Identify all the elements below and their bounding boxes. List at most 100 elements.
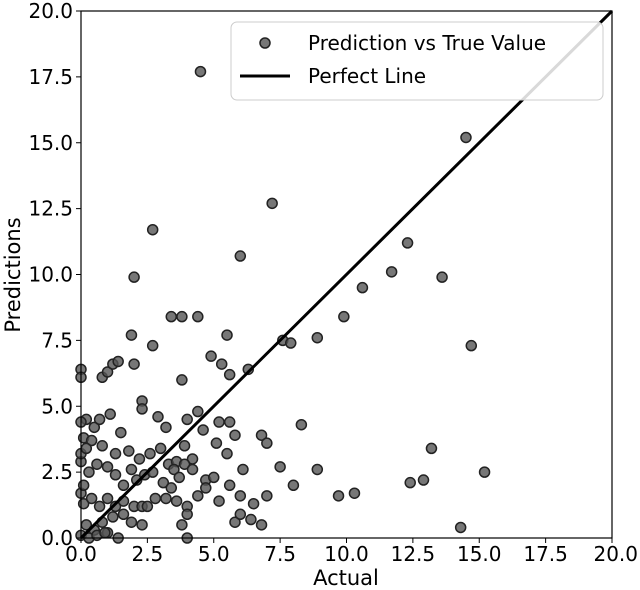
scatter-point — [460, 131, 472, 144]
scatter-point — [229, 516, 241, 528]
scatter-point — [234, 490, 247, 502]
scatter-point — [194, 65, 207, 78]
scatter-point — [101, 492, 114, 505]
x-tick-label: 15.0 — [457, 542, 502, 566]
scatter-point — [144, 447, 156, 460]
y-axis-label: Predictions — [1, 217, 25, 332]
scatter-point — [165, 482, 178, 494]
scatter-point — [104, 408, 116, 420]
y-tick-label: 15.0 — [28, 131, 73, 155]
scatter-point — [101, 366, 114, 378]
scatter-point — [131, 474, 143, 486]
scatter-point — [77, 479, 90, 492]
scatter-point — [261, 490, 273, 502]
scatter-point — [93, 500, 106, 513]
scatter-point — [287, 479, 300, 492]
scatter-point — [255, 519, 268, 531]
x-tick-label: 5.0 — [198, 542, 230, 566]
scatter-point — [234, 508, 247, 521]
scatter-point — [454, 521, 467, 534]
legend-marker-scatter — [259, 37, 271, 49]
scatter-point — [242, 363, 255, 376]
scatter-point — [80, 442, 93, 455]
y-tick-label: 10.0 — [28, 263, 73, 287]
scatter-point — [385, 266, 398, 278]
scatter-point — [295, 418, 308, 431]
scatter-point — [210, 437, 223, 449]
scatter-point — [192, 490, 204, 502]
scatter-point — [338, 310, 350, 323]
y-axis-ticks: 0.0 2.5 5.0 7.5 10.0 12.5 15.0 17.5 20.0 — [28, 0, 81, 550]
scatter-point — [160, 492, 172, 505]
scatter-point — [101, 461, 114, 473]
scatter-point — [425, 442, 438, 455]
scatter-point — [181, 413, 193, 426]
scatter-point — [401, 237, 414, 249]
scatter-point — [149, 492, 162, 505]
scatter-point — [107, 511, 119, 523]
scatter-point — [133, 453, 146, 465]
scatter-point — [154, 442, 167, 455]
scatter-point — [93, 413, 106, 426]
y-tick-label: 17.5 — [28, 65, 73, 89]
y-tick-label: 0.0 — [41, 526, 73, 550]
scatter-point — [223, 368, 236, 381]
y-tick-label: 20.0 — [28, 0, 73, 23]
y-tick-label: 5.0 — [41, 394, 73, 418]
scatter-point — [128, 358, 140, 370]
scatter-point — [478, 466, 491, 478]
scatter-point — [311, 463, 324, 476]
scatter-point — [173, 471, 185, 484]
scatter-point — [237, 463, 249, 476]
scatter-point — [117, 508, 130, 521]
scatter-point — [465, 339, 478, 352]
scatter-point — [117, 479, 130, 492]
scatter-point — [255, 429, 268, 441]
scatter-point — [109, 500, 122, 513]
scatter-point — [205, 350, 217, 362]
scatter-point — [215, 358, 228, 370]
scatter-point — [109, 469, 122, 481]
scatter-point — [125, 463, 138, 476]
scatter-point — [261, 437, 273, 449]
scatter-point — [146, 339, 159, 352]
scatter-point — [223, 479, 236, 492]
scatter-point — [332, 490, 345, 502]
scatter-point — [208, 471, 220, 484]
scatter-point — [115, 426, 127, 439]
scatter-point — [136, 403, 148, 415]
scatter-point — [229, 429, 241, 441]
x-tick-label: 12.5 — [391, 542, 436, 566]
x-tick-label: 20.0 — [593, 542, 638, 566]
scatter-point — [213, 495, 225, 507]
scatter-point — [223, 416, 236, 428]
scatter-point — [157, 476, 170, 489]
x-tick-label: 10.0 — [324, 542, 369, 566]
scatter-point — [176, 374, 188, 386]
scatter-point — [181, 508, 193, 521]
scatter-point — [356, 281, 369, 294]
scatter-point — [436, 271, 448, 283]
scatter-point — [170, 495, 183, 507]
scatter-point — [88, 421, 101, 434]
scatter-point — [284, 337, 297, 349]
scatter-point — [85, 434, 98, 447]
y-tick-label: 2.5 — [41, 460, 73, 484]
scatter-point — [234, 250, 247, 262]
scatter-point — [348, 487, 361, 499]
scatter-point — [247, 497, 260, 510]
y-tick-label: 12.5 — [28, 197, 73, 221]
scatter-point — [213, 416, 225, 428]
scatter-point — [221, 329, 233, 341]
x-axis-ticks: 0.0 2.5 5.0 7.5 10.0 12.5 15.0 17.5 20.0 — [65, 538, 638, 566]
scatter-point — [417, 474, 430, 486]
scatter-point — [152, 411, 164, 423]
legend-label-line: Perfect Line — [308, 64, 426, 88]
scatter-point — [168, 463, 180, 476]
scatter-point — [112, 355, 124, 368]
scatter-point — [160, 421, 172, 434]
scatter-point — [165, 310, 178, 323]
scatter-point — [136, 519, 148, 531]
scatter-point — [176, 310, 188, 323]
